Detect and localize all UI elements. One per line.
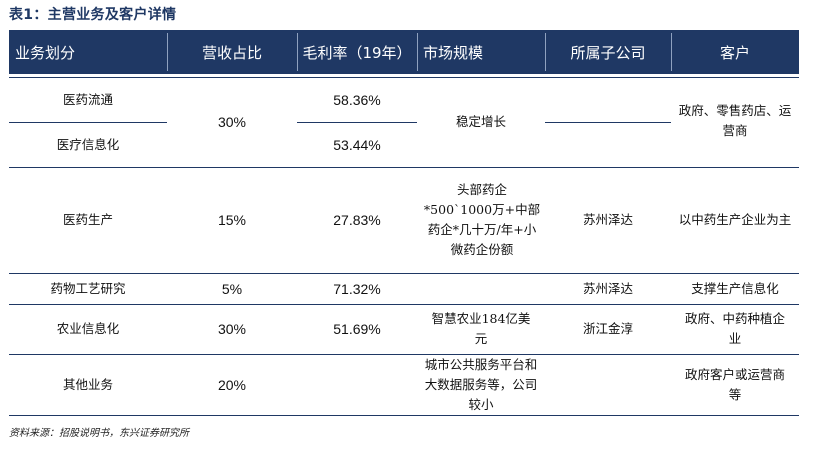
table-cell: 政府、中药种植企业 — [684, 311, 785, 346]
table-cell: 稳定增长 — [455, 114, 506, 129]
table-cell: 15% — [217, 212, 247, 228]
table-cell: 30% — [217, 114, 247, 130]
table-cell: 浙江金淳 — [582, 321, 633, 336]
subrow-divider — [9, 122, 167, 123]
table-cell: 71.32% — [333, 281, 381, 297]
table-cell — [545, 356, 671, 414]
header-business: 业务划分 — [9, 30, 167, 74]
table-cell: 苏州泽达 — [582, 281, 633, 296]
row-divider — [9, 167, 799, 168]
table-cell: 政府、零售药店、运营商 — [678, 103, 792, 138]
header-divider — [671, 33, 672, 71]
row-divider — [9, 273, 799, 274]
header-divider — [417, 33, 418, 71]
table-cell: 苏州泽达 — [582, 212, 633, 227]
table-cell: 城市公共服务平台和大数据服务等，公司较小 — [424, 357, 538, 412]
header-customer: 客户 — [671, 30, 799, 74]
table-cell: 5% — [221, 281, 243, 297]
row-divider — [9, 304, 799, 305]
table-cell: 30% — [217, 321, 247, 337]
row-divider — [9, 354, 799, 355]
table-cell: 头部药企*500`1000万+中部药企*几十万/年+小微药企份额 — [423, 182, 541, 257]
table-cell: 医疗信息化 — [56, 137, 120, 152]
table-cell: 以中药生产企业为主 — [678, 212, 792, 227]
table-cell: 医药生产 — [62, 212, 113, 227]
table-cell: 20% — [217, 377, 247, 393]
source-note: 资料来源：招股说明书，东兴证券研究所 — [9, 428, 189, 439]
table-cell: 其他业务 — [62, 377, 113, 392]
row-divider — [9, 77, 799, 78]
header-subsidiary: 所属子公司 — [545, 30, 671, 74]
table-cell: 51.69% — [333, 321, 381, 337]
header-divider — [545, 33, 546, 71]
table-cell: 农业信息化 — [56, 321, 120, 336]
subrow-divider — [297, 122, 417, 123]
table-cell: 药物工艺研究 — [50, 281, 126, 296]
table-cell: 27.83% — [333, 212, 381, 228]
header-market-size: 市场规模 — [417, 30, 545, 74]
table-cell: 智慧农业184亿美元 — [431, 311, 531, 346]
table-cell — [417, 276, 545, 302]
header-revenue-share: 营收占比 — [167, 30, 297, 74]
header-divider — [167, 33, 168, 71]
subrow-divider — [545, 122, 671, 123]
table-title: 表1：主营业务及客户详情 — [9, 7, 177, 23]
table-cell: 支撑生产信息化 — [691, 281, 779, 296]
header-divider — [297, 33, 298, 71]
table-bottom-border — [9, 415, 799, 416]
header-gross-margin: 毛利率（19年） — [297, 30, 417, 74]
table-cell — [297, 356, 417, 414]
table-cell: 58.36% — [333, 92, 381, 108]
table-cell: 医药流通 — [62, 92, 113, 107]
table-cell: 政府客户或运营商等 — [684, 367, 785, 402]
table-cell: 53.44% — [333, 137, 381, 153]
